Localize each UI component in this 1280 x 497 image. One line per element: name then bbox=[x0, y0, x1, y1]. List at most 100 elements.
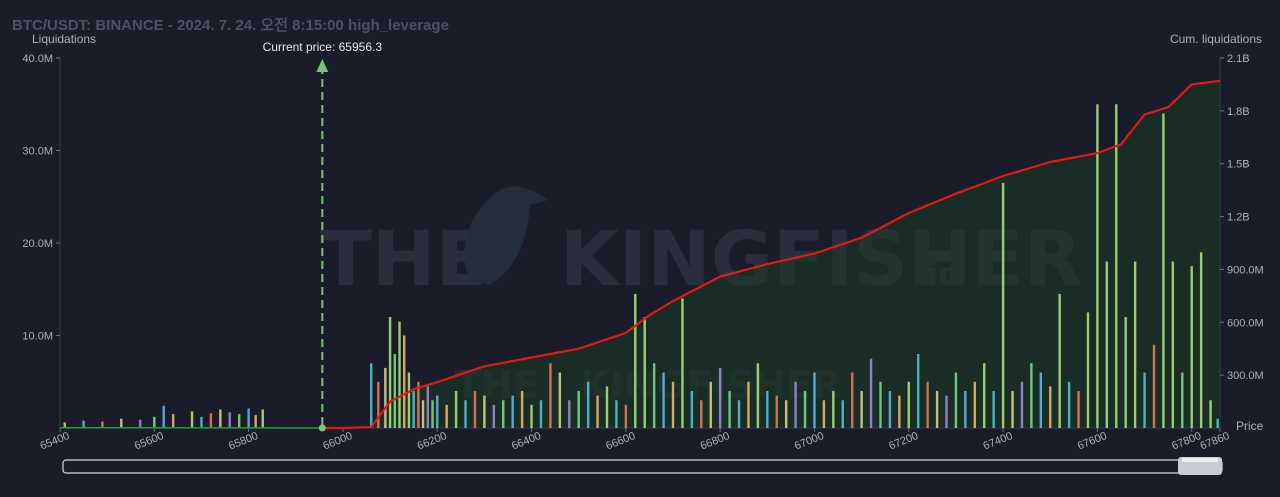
liquidation-bar bbox=[1039, 372, 1043, 428]
liquidation-bar bbox=[586, 381, 590, 428]
liquidation-bar bbox=[605, 386, 609, 428]
current-price-dot bbox=[318, 424, 326, 432]
liquidation-bar bbox=[426, 386, 430, 428]
liquidation-bar bbox=[520, 391, 524, 428]
liquidation-bar bbox=[935, 391, 939, 428]
liquidation-bar bbox=[841, 400, 844, 428]
liquidation-bar bbox=[992, 391, 995, 428]
liquidation-bar bbox=[190, 411, 194, 428]
liquidation-bar bbox=[417, 381, 420, 428]
liquidation-bar bbox=[1181, 372, 1184, 428]
liquidation-bar bbox=[454, 391, 458, 428]
liquidation-bar bbox=[643, 317, 646, 428]
liquidation-bar bbox=[370, 363, 373, 428]
liquidation-bar bbox=[1011, 391, 1014, 428]
liquidation-bar bbox=[377, 381, 380, 428]
liquidation-bar bbox=[964, 391, 967, 428]
liquidation-bar bbox=[421, 400, 425, 428]
liquidation-bar bbox=[200, 416, 203, 428]
left-tick-label: 10.0M bbox=[22, 331, 53, 343]
liquidation-bar bbox=[813, 372, 816, 428]
liquidation-bar bbox=[393, 354, 396, 428]
current-price-label: Current price: 65956.3 bbox=[263, 40, 383, 54]
liquidation-bar bbox=[803, 391, 807, 428]
left-axis-name: Liquidations bbox=[32, 32, 96, 46]
x-axis-name: Price bbox=[1236, 419, 1264, 433]
liquidation-bar bbox=[700, 400, 703, 428]
zoom-slider[interactable] bbox=[62, 457, 1223, 475]
current-price-marker[interactable]: Current price: 65956.3 bbox=[263, 40, 383, 432]
liquidation-bar bbox=[219, 409, 222, 428]
liquidation-bar bbox=[254, 415, 257, 428]
liquidation-bar bbox=[718, 367, 722, 428]
x-tick-label: 65400 bbox=[38, 430, 71, 453]
liquidation-bar bbox=[709, 381, 712, 428]
liquidation-bar bbox=[907, 381, 910, 428]
liquidation-bar bbox=[153, 416, 156, 428]
liquidation-bar bbox=[615, 400, 618, 428]
liquidation-bar bbox=[945, 395, 948, 428]
liquidation-bar bbox=[1077, 391, 1080, 428]
liquidation-bar bbox=[784, 400, 788, 428]
right-axis-name: Cum. liquidations bbox=[1170, 32, 1262, 46]
liquidation-bar bbox=[1199, 252, 1203, 428]
liquidation-bar bbox=[690, 391, 694, 428]
liquidation-bar bbox=[671, 381, 675, 428]
liquidation-bar bbox=[398, 321, 401, 428]
liquidation-bar bbox=[1209, 400, 1212, 428]
x-tick-label: 67860 bbox=[1198, 430, 1231, 453]
watermark-text-the: THE bbox=[320, 214, 487, 303]
liquidation-bar bbox=[464, 400, 467, 428]
liquidation-bar bbox=[120, 418, 123, 428]
liquidation-bar bbox=[747, 381, 750, 428]
x-axis-ticks: 65400 65600 65800 66000 66200 66400 66600 66800… bbox=[38, 428, 1231, 453]
current-price-arrow-icon bbox=[316, 59, 329, 72]
liquidation-bar bbox=[539, 400, 543, 428]
liquidation-bar bbox=[1190, 266, 1193, 428]
x-tick-label: 66400 bbox=[510, 430, 543, 453]
right-tick-label: 900.0M bbox=[1227, 264, 1264, 276]
liquidation-bar bbox=[568, 400, 571, 428]
liquidation-bars bbox=[63, 104, 1219, 428]
liquidation-bar bbox=[737, 400, 741, 428]
liquidation-bar bbox=[407, 372, 411, 428]
liquidation-bar bbox=[261, 409, 264, 428]
liquidation-bar bbox=[1058, 293, 1061, 428]
liquidation-bar bbox=[1162, 113, 1165, 428]
liquidation-bar bbox=[228, 412, 231, 428]
right-tick-label: 600.0M bbox=[1227, 317, 1264, 329]
right-axis-ticks: 2.1B 1.8B 1.5B 1.2B 900.0M 600.0M 300.0M bbox=[1220, 53, 1264, 382]
liquidation-bar bbox=[973, 381, 976, 428]
x-tick-label: 66000 bbox=[321, 430, 354, 453]
liquidation-bar bbox=[1133, 261, 1137, 428]
liquidation-bar bbox=[1067, 381, 1071, 428]
right-tick-label: 300.0M bbox=[1227, 370, 1264, 382]
liquidation-bar bbox=[1030, 363, 1033, 428]
liquidation-bar bbox=[1152, 344, 1156, 428]
right-tick-label: 1.5B bbox=[1227, 159, 1250, 171]
x-tick-label: 67400 bbox=[982, 430, 1015, 453]
liquidation-bar bbox=[822, 400, 826, 428]
liquidation-bar bbox=[888, 391, 892, 428]
liquidation-bar bbox=[436, 395, 439, 428]
liquidation-bar bbox=[1216, 418, 1219, 428]
liquidation-bar bbox=[1096, 104, 1099, 428]
chart-title: BTC/USDT: BINANCE - 2024. 7. 24. 오전 8:15… bbox=[12, 17, 449, 34]
liquidation-bar bbox=[1143, 372, 1146, 428]
liquidation-bar bbox=[171, 414, 175, 428]
right-tick-label: 1.2B bbox=[1227, 212, 1250, 224]
liquidation-bar bbox=[775, 395, 778, 428]
liquidation-bar bbox=[1105, 261, 1109, 428]
zoom-slider-track[interactable] bbox=[62, 459, 1223, 474]
liquidation-bar bbox=[209, 413, 213, 428]
x-tick-label: 66200 bbox=[416, 430, 449, 453]
liquidation-bar bbox=[483, 395, 486, 428]
x-tick-label: 67200 bbox=[887, 430, 920, 453]
left-tick-label: 30.0M bbox=[22, 146, 53, 158]
x-tick-label: 66600 bbox=[604, 430, 637, 453]
liquidation-bar bbox=[384, 367, 387, 428]
liquidation-bar bbox=[681, 298, 684, 428]
liquidation-bar bbox=[756, 363, 760, 428]
liquidation-bar bbox=[652, 363, 656, 428]
